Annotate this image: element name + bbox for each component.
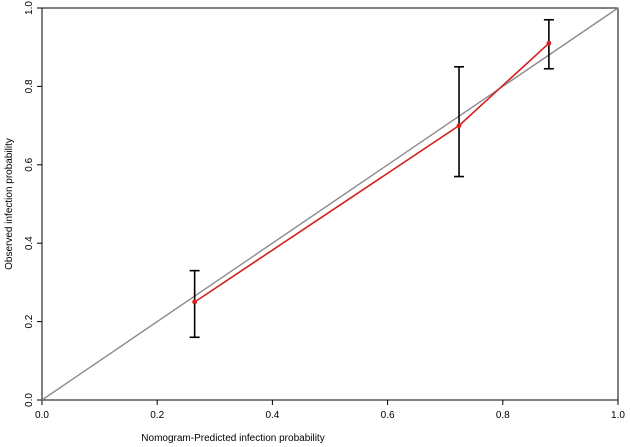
x-axis: 0.0 0.2 0.4 0.6 0.8 1.0 <box>35 400 625 421</box>
reference-diagonal-line <box>41 7 619 401</box>
y-tick-label: 0.6 <box>24 157 35 171</box>
x-tick-label: 1.0 <box>611 410 625 421</box>
x-tick-label: 0.8 <box>496 410 510 421</box>
y-tick-label: 0.8 <box>24 79 35 93</box>
x-tick-label: 0.4 <box>265 410 279 421</box>
y-tick-label: 1.0 <box>24 1 35 15</box>
y-tick-label: 0.2 <box>24 314 35 328</box>
y-tick-label: 0.4 <box>24 236 35 250</box>
data-point <box>192 299 198 305</box>
x-tick-label: 0.0 <box>35 410 49 421</box>
data-point <box>456 123 462 128</box>
calibration-curve <box>194 42 550 303</box>
plot-frame <box>41 7 619 401</box>
x-axis-label: Nomogram-Predicted infection probability <box>141 433 324 444</box>
y-axis: 0.0 0.2 0.4 0.6 0.8 1.0 <box>24 1 42 407</box>
y-axis-label: Observed infection probability <box>4 138 15 270</box>
data-point <box>546 40 552 46</box>
y-tick-label: 0.0 <box>24 393 35 407</box>
data-points <box>192 40 552 305</box>
x-tick-label: 0.2 <box>150 410 164 421</box>
x-tick-label: 0.6 <box>381 410 395 421</box>
error-bars <box>189 18 554 339</box>
